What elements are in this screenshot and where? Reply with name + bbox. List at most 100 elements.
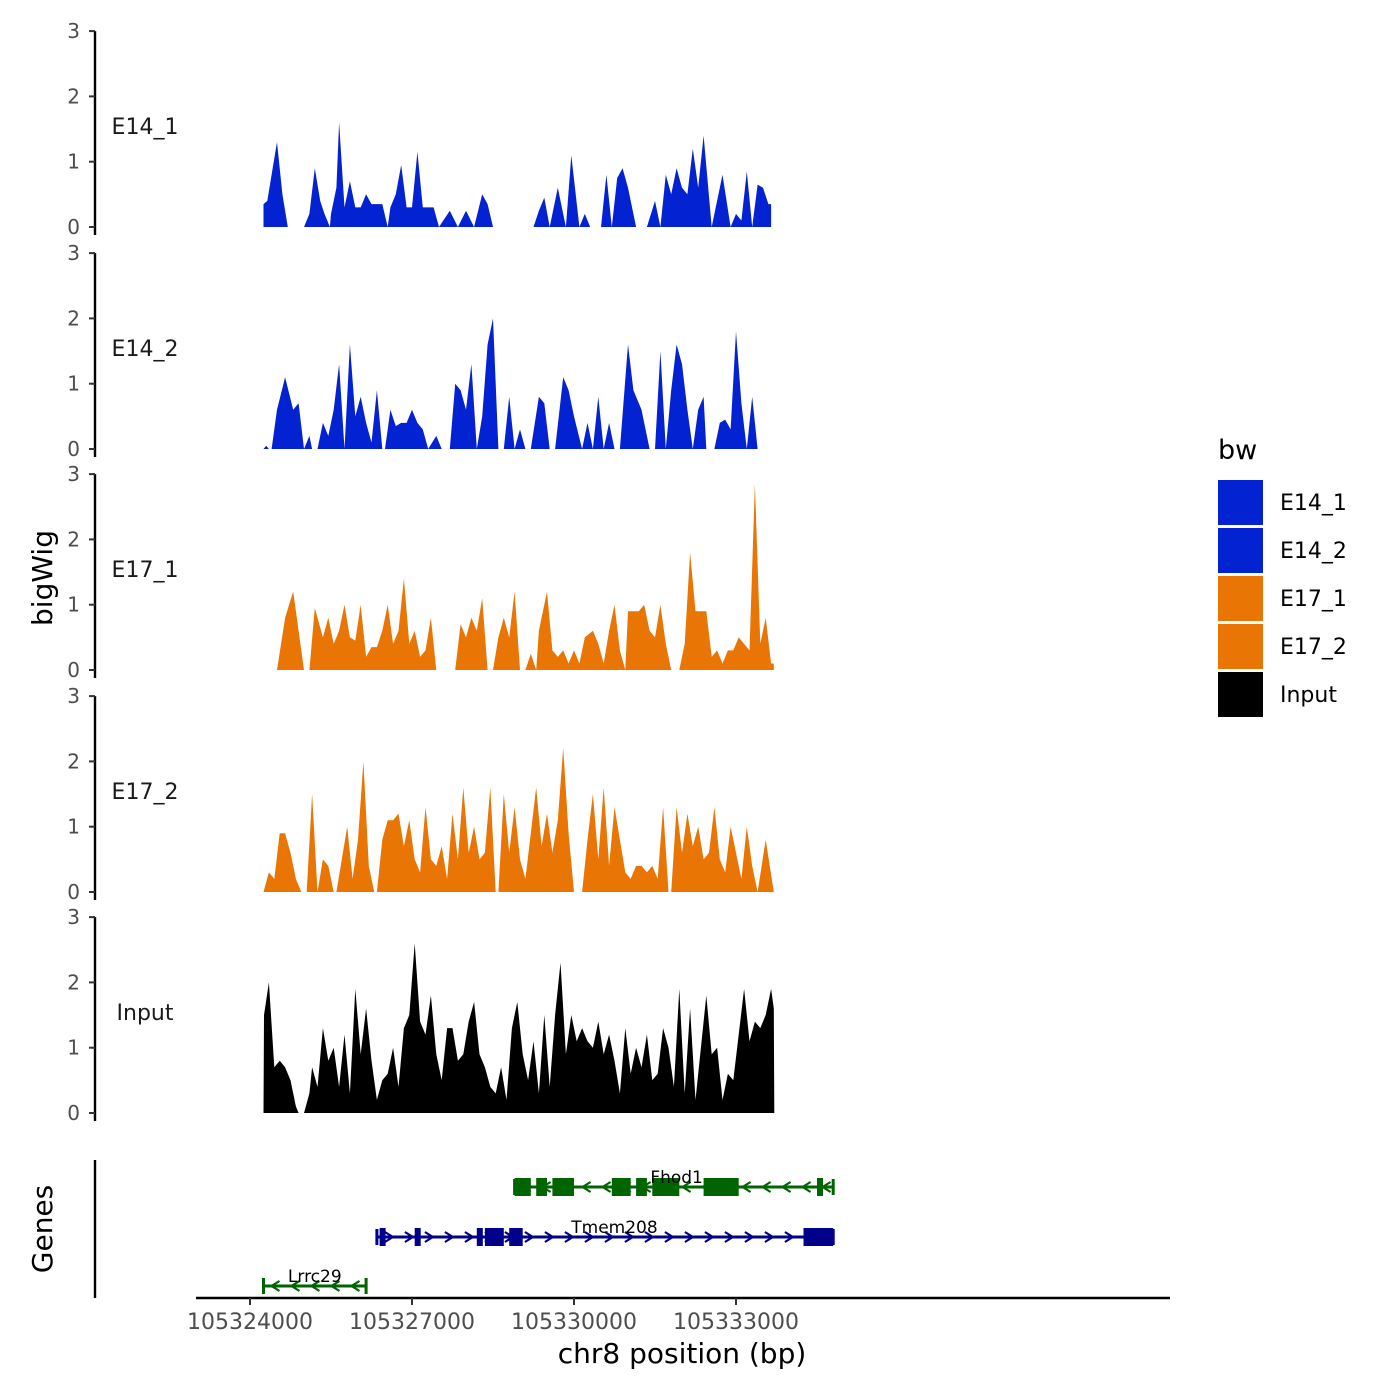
- x-tick-label: 105330000: [511, 1310, 637, 1335]
- exon: [476, 1228, 483, 1246]
- legend-label: Input: [1280, 683, 1337, 708]
- legend-label: E17_1: [1280, 587, 1347, 612]
- strand-arrow: [604, 1231, 615, 1243]
- exon: [636, 1178, 647, 1196]
- legend-entry-e14_1: E14_1: [1218, 480, 1347, 525]
- x-axis: 105324000 105327000 105330000 105333000: [187, 1296, 1170, 1335]
- strand-arrow: [309, 1280, 321, 1292]
- strand-arrow: [524, 1231, 535, 1243]
- exon: [703, 1178, 739, 1196]
- y-tick-label: 3: [67, 905, 80, 929]
- exon: [611, 1178, 631, 1196]
- legend-entry-input: Input: [1218, 672, 1337, 717]
- exon: [509, 1228, 523, 1246]
- strand-arrow: [624, 1231, 635, 1243]
- strand-arrow: [580, 1181, 592, 1193]
- strand-arrow: [564, 1231, 575, 1243]
- y-tick-label: 0: [67, 215, 80, 239]
- track-label: E17_2: [112, 780, 179, 805]
- legend-entry-e17_1: E17_1: [1218, 576, 1347, 621]
- gene-label: Fhod1: [650, 1168, 703, 1188]
- strand-arrow: [644, 1231, 655, 1243]
- y-tick-label: 2: [67, 970, 80, 994]
- strand-arrow: [404, 1231, 415, 1243]
- legend: E14_1 E14_2 E17_1 E17_2 Input: [1218, 480, 1347, 717]
- track-label: E14_1: [112, 115, 179, 140]
- coverage-area-e14_1: [263, 122, 772, 227]
- coverage-area-e17_1: [277, 483, 774, 670]
- track-panel-e17_1: 0 1 2 3 E17_1: [67, 462, 774, 682]
- legend-entry-e14_2: E14_2: [1218, 528, 1347, 573]
- gene-lrrc29: Lrrc29: [262, 1267, 368, 1294]
- gene-label: Lrrc29: [288, 1267, 342, 1287]
- strand-arrow: [704, 1231, 715, 1243]
- legend-swatch: [1218, 624, 1263, 669]
- strand-arrow: [269, 1280, 281, 1292]
- strand-arrow: [444, 1231, 455, 1243]
- strand-arrow: [744, 1231, 755, 1243]
- coverage-area-e17_2: [263, 748, 774, 892]
- legend-swatch: [1218, 528, 1263, 573]
- strand-arrow: [424, 1231, 435, 1243]
- y-tick-label: 3: [67, 241, 80, 265]
- strand-arrow: [464, 1231, 475, 1243]
- x-tick-label: 105324000: [187, 1310, 313, 1335]
- coverage-area-e14_2: [263, 318, 758, 449]
- strand-arrow: [664, 1231, 675, 1243]
- exon: [536, 1178, 547, 1196]
- strand-arrow: [740, 1181, 752, 1193]
- gene-label: Tmem208: [570, 1218, 657, 1238]
- x-axis-title: chr8 position (bp): [558, 1337, 807, 1370]
- strand-arrow: [584, 1231, 595, 1243]
- exon: [803, 1228, 834, 1246]
- track-label: E14_2: [112, 337, 179, 362]
- legend-swatch: [1218, 480, 1263, 525]
- legend-entry-e17_2: E17_2: [1218, 624, 1347, 669]
- exon: [484, 1228, 504, 1246]
- legend-label: E17_2: [1280, 635, 1347, 660]
- exon: [817, 1178, 823, 1196]
- strand-arrow: [329, 1280, 341, 1292]
- strand-arrow: [684, 1231, 695, 1243]
- gene-fhod1: Fhod1: [513, 1168, 835, 1196]
- track-panel-e14_1: 0 1 2 3 E14_1: [67, 19, 772, 239]
- strand-arrow: [784, 1231, 795, 1243]
- y-tick-label: 1: [67, 372, 80, 396]
- strand-arrow: [680, 1181, 692, 1193]
- track-label: E17_1: [112, 558, 179, 583]
- strand-arrow: [724, 1231, 735, 1243]
- legend-label: E14_1: [1280, 491, 1347, 516]
- exon: [414, 1228, 421, 1246]
- legend-swatch: [1218, 576, 1263, 621]
- strand-arrow: [600, 1181, 612, 1193]
- track-panel-e14_2: 0 1 2 3 E14_2: [67, 241, 758, 461]
- y-tick-label: 2: [67, 749, 80, 773]
- legend-label: E14_2: [1280, 539, 1347, 564]
- y-axis-title: bigWig: [26, 530, 59, 626]
- gene-tmem208: Tmem208: [375, 1218, 835, 1246]
- x-tick-label: 105327000: [349, 1310, 475, 1335]
- tracks-layer: 0 1 2 3 E14_1 0 1 2 3 E14_2 0 1 2 3 E17_1 0 1 2 3 E17_2 0 1 2 3…: [67, 19, 775, 1125]
- strand-arrow: [764, 1231, 775, 1243]
- exon: [552, 1178, 574, 1196]
- y-tick-label: 2: [67, 84, 80, 108]
- strand-arrow: [780, 1181, 792, 1193]
- track-panel-input: 0 1 2 3 Input: [67, 905, 775, 1125]
- track-panel-e17_2: 0 1 2 3 E17_2: [67, 684, 774, 904]
- x-tick-label: 105333000: [673, 1310, 799, 1335]
- exon: [652, 1178, 680, 1196]
- exon: [514, 1178, 531, 1196]
- y-tick-label: 1: [67, 150, 80, 174]
- y-tick-label: 3: [67, 19, 80, 43]
- y-tick-label: 0: [67, 437, 80, 461]
- y-tick-label: 1: [67, 593, 80, 617]
- y-tick-label: 2: [67, 306, 80, 330]
- legend-swatch: [1218, 672, 1263, 717]
- strand-arrow: [384, 1231, 395, 1243]
- strand-arrow: [760, 1181, 772, 1193]
- strand-arrow: [289, 1280, 301, 1292]
- exon: [379, 1228, 386, 1246]
- y-tick-label: 3: [67, 462, 80, 486]
- track-label: Input: [117, 1001, 174, 1026]
